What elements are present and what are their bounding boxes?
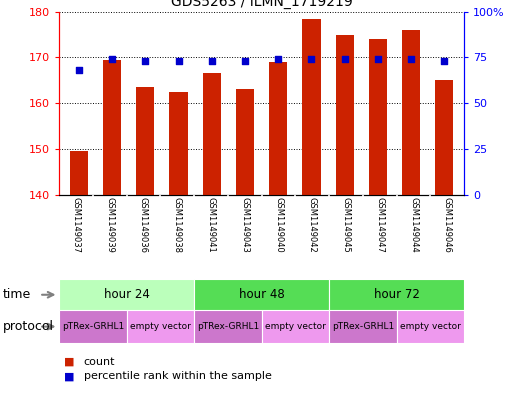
Bar xyxy=(329,310,397,343)
Text: percentile rank within the sample: percentile rank within the sample xyxy=(84,371,271,382)
Bar xyxy=(169,92,188,195)
Text: pTRex-GRHL1: pTRex-GRHL1 xyxy=(332,322,394,331)
Title: GDS5263 / ILMN_1719219: GDS5263 / ILMN_1719219 xyxy=(171,0,352,9)
Bar xyxy=(136,87,154,195)
Point xyxy=(274,56,282,62)
Bar xyxy=(70,151,88,195)
Text: GSM1149046: GSM1149046 xyxy=(443,197,452,253)
Text: GSM1149041: GSM1149041 xyxy=(206,197,215,253)
Point xyxy=(341,56,349,62)
Bar xyxy=(329,279,464,310)
Bar xyxy=(194,310,262,343)
Bar xyxy=(269,62,287,195)
Bar xyxy=(194,279,329,310)
Text: pTRex-GRHL1: pTRex-GRHL1 xyxy=(196,322,259,331)
Bar xyxy=(402,30,420,195)
Text: protocol: protocol xyxy=(3,320,53,333)
Text: GSM1149045: GSM1149045 xyxy=(342,197,350,253)
Point xyxy=(108,56,116,62)
Bar xyxy=(236,90,254,195)
Text: GSM1149039: GSM1149039 xyxy=(105,197,114,253)
Text: GSM1149040: GSM1149040 xyxy=(274,197,283,253)
Text: GSM1149044: GSM1149044 xyxy=(409,197,418,253)
Text: GSM1149038: GSM1149038 xyxy=(173,197,182,253)
Bar xyxy=(336,35,354,195)
Point xyxy=(141,58,149,64)
Bar xyxy=(397,310,464,343)
Text: empty vector: empty vector xyxy=(400,322,461,331)
Text: ■: ■ xyxy=(64,371,74,382)
Bar xyxy=(59,279,194,310)
Bar xyxy=(302,18,321,195)
Bar xyxy=(203,73,221,195)
Text: hour 72: hour 72 xyxy=(374,288,420,301)
Bar xyxy=(59,310,127,343)
Bar xyxy=(103,60,121,195)
Point xyxy=(407,56,415,62)
Text: hour 48: hour 48 xyxy=(239,288,285,301)
Point xyxy=(374,56,382,62)
Point xyxy=(440,58,448,64)
Bar xyxy=(262,310,329,343)
Point xyxy=(174,58,183,64)
Point xyxy=(75,67,83,73)
Text: count: count xyxy=(84,356,115,367)
Point xyxy=(307,56,315,62)
Text: ■: ■ xyxy=(64,356,74,367)
Text: pTRex-GRHL1: pTRex-GRHL1 xyxy=(62,322,124,331)
Text: GSM1149047: GSM1149047 xyxy=(376,197,384,253)
Bar xyxy=(127,310,194,343)
Text: GSM1149042: GSM1149042 xyxy=(308,197,317,253)
Text: hour 24: hour 24 xyxy=(104,288,149,301)
Text: empty vector: empty vector xyxy=(130,322,191,331)
Text: GSM1149036: GSM1149036 xyxy=(139,197,148,253)
Point xyxy=(241,58,249,64)
Text: empty vector: empty vector xyxy=(265,322,326,331)
Text: GSM1149043: GSM1149043 xyxy=(240,197,249,253)
Bar xyxy=(435,80,453,195)
Bar xyxy=(369,39,387,195)
Point xyxy=(208,58,216,64)
Text: time: time xyxy=(3,288,31,301)
Text: GSM1149037: GSM1149037 xyxy=(71,197,81,253)
